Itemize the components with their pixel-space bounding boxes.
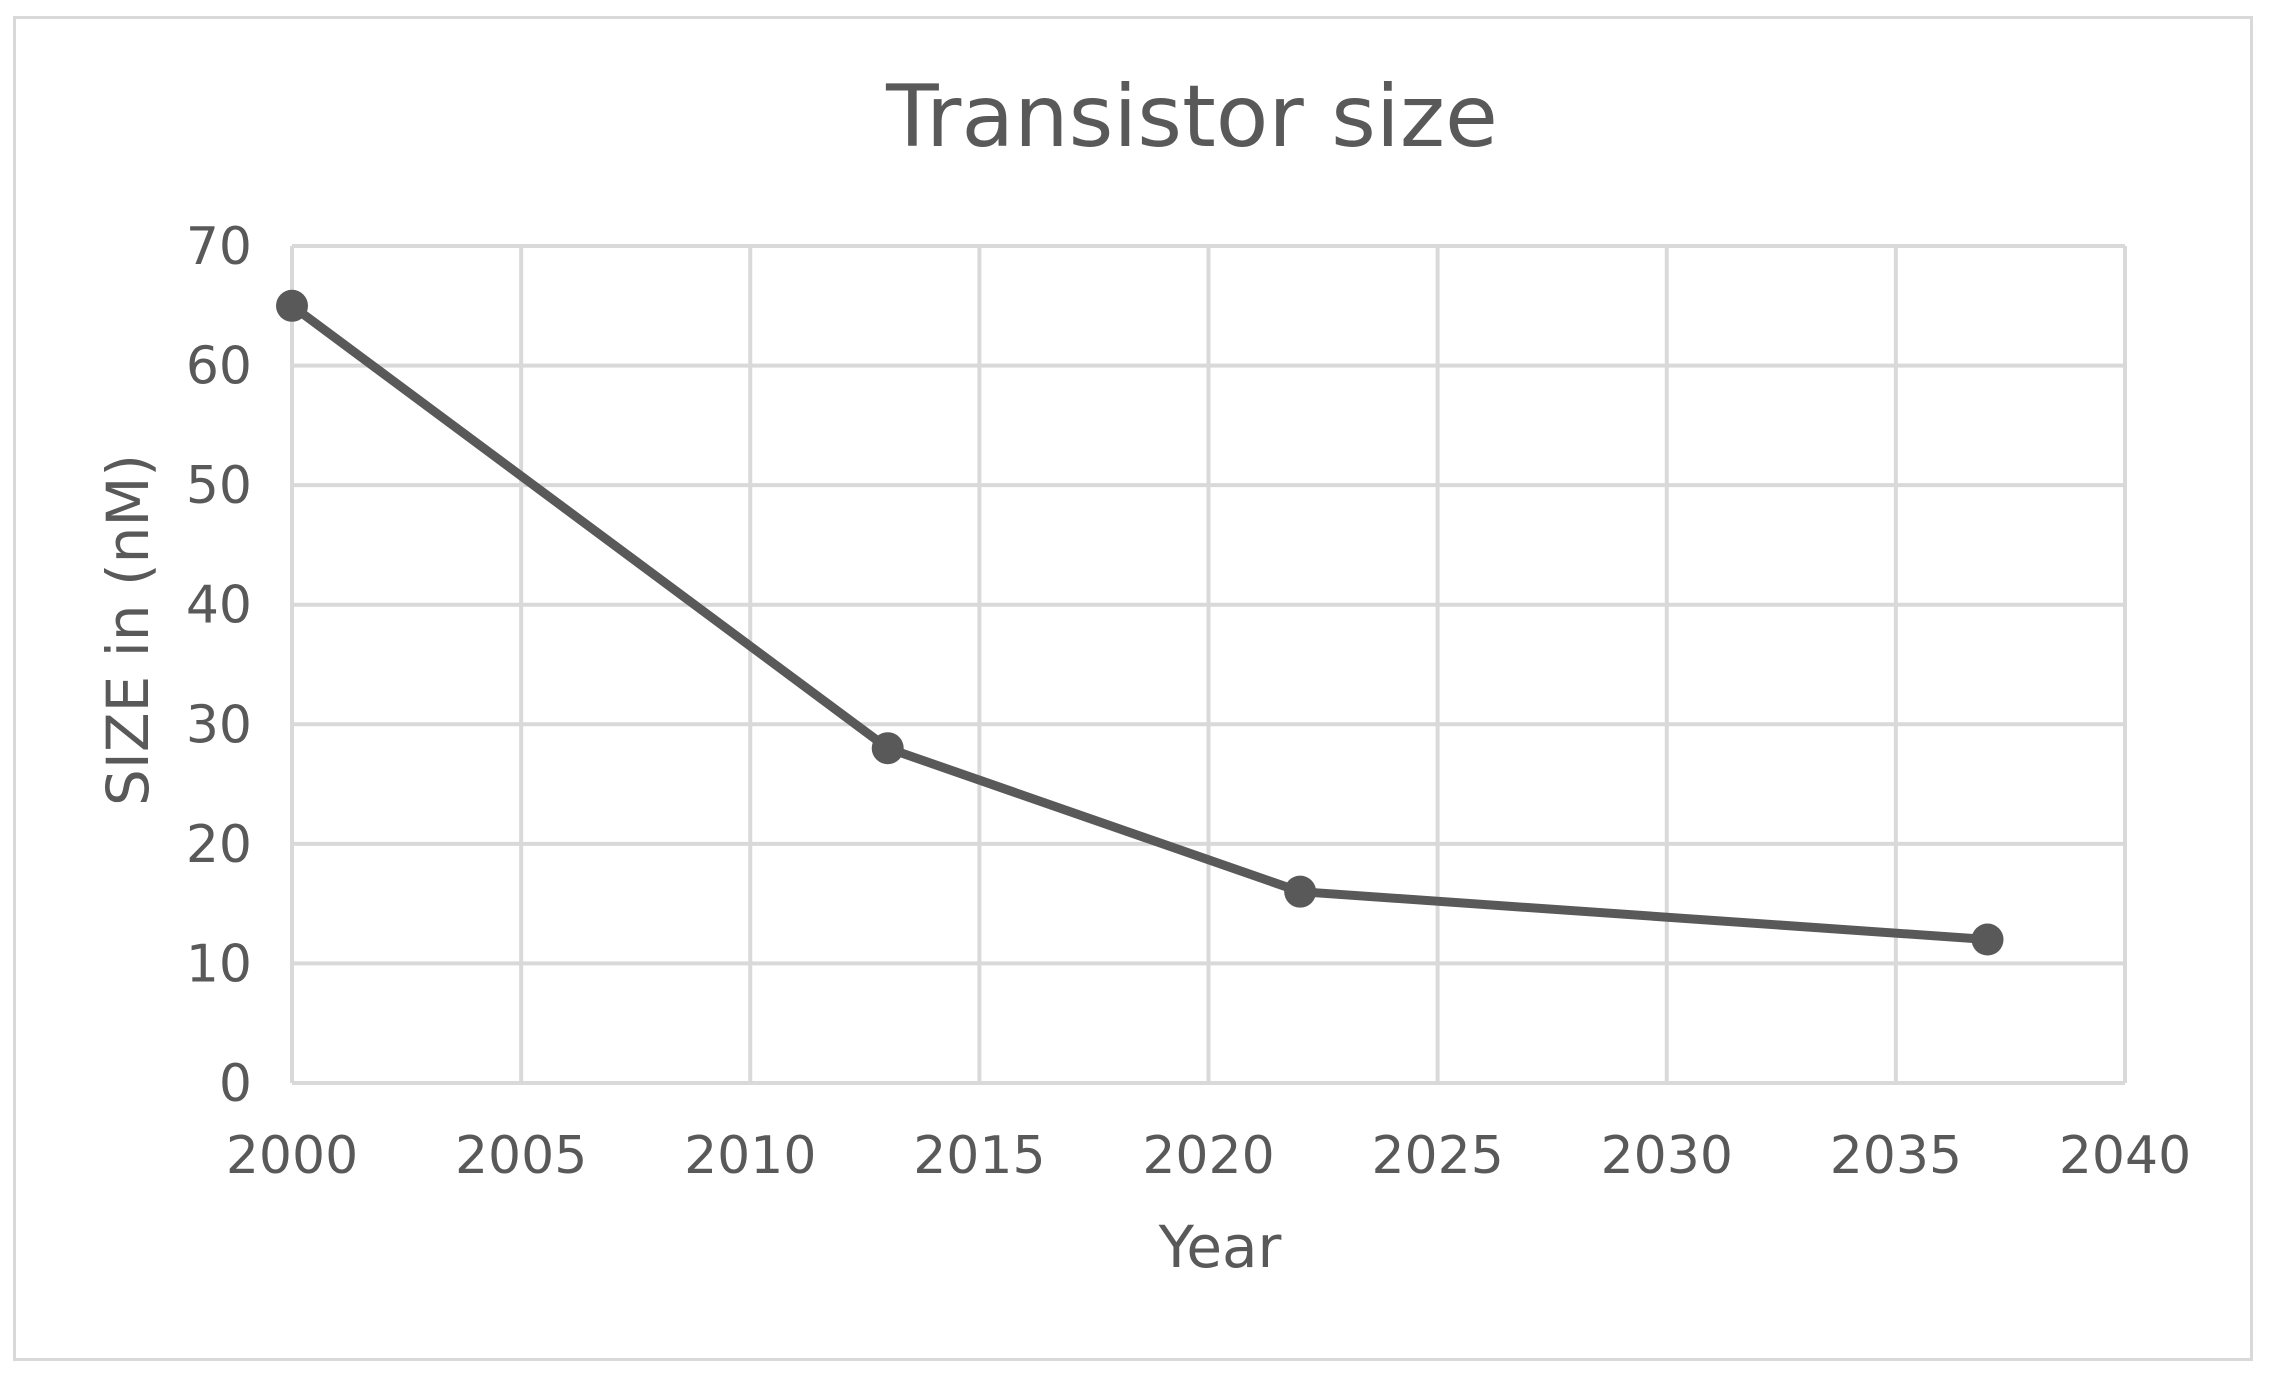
y-tick-label-70: 70 [186,217,252,277]
y-tick-label-40: 40 [186,576,252,636]
y-axis-label: SIZE in (nM) [94,454,162,806]
y-tick-label-10: 10 [186,934,252,994]
x-tick-label-2010: 2010 [684,1126,816,1186]
chart-frame [13,16,2253,1361]
x-tick-label-2015: 2015 [913,1126,1045,1186]
x-tick-label-2005: 2005 [455,1126,587,1186]
data-point-2013 [871,732,904,765]
x-tick-label-2020: 2020 [1142,1126,1274,1186]
data-point-2022 [1284,875,1317,908]
x-axis-ticks: 2000 2005 2010 2015 2020 2025 2030 2035 2040 [226,1126,2191,1186]
y-tick-label-20: 20 [186,815,252,875]
data-point-2037 [1971,923,2004,956]
x-tick-label-2000: 2000 [226,1126,358,1186]
x-axis-label: Year [1158,1213,1282,1281]
x-tick-label-2030: 2030 [1601,1126,1733,1186]
y-tick-label-30: 30 [186,695,252,755]
series-layer [276,289,2004,956]
y-tick-label-60: 60 [186,337,252,397]
x-tick-label-2040: 2040 [2059,1126,2191,1186]
x-tick-label-2035: 2035 [1830,1126,1962,1186]
chart-title: Transistor size [885,67,1498,167]
y-tick-label-50: 50 [186,456,252,516]
y-axis-ticks: 0 10 20 30 40 50 60 70 [186,217,252,1114]
gridlines [290,244,2127,1085]
data-point-2000 [276,289,308,322]
series-line-0 [287,301,1993,945]
x-tick-label-2025: 2025 [1371,1126,1503,1186]
y-tick-label-0: 0 [219,1054,252,1114]
